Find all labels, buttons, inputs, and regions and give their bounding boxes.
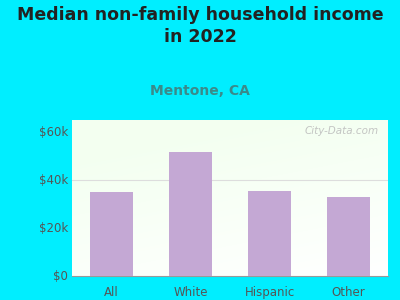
Text: $20k: $20k <box>39 221 68 235</box>
Text: Mentone, CA: Mentone, CA <box>150 84 250 98</box>
Bar <box>90 192 133 276</box>
Bar <box>327 197 370 276</box>
Bar <box>248 191 291 276</box>
Text: Median non-family household income
in 2022: Median non-family household income in 20… <box>17 6 383 46</box>
Text: $60k: $60k <box>39 125 68 139</box>
Bar <box>169 152 212 276</box>
Text: $0: $0 <box>53 269 68 283</box>
Text: $40k: $40k <box>39 173 68 187</box>
Text: City-Data.com: City-Data.com <box>304 126 378 136</box>
